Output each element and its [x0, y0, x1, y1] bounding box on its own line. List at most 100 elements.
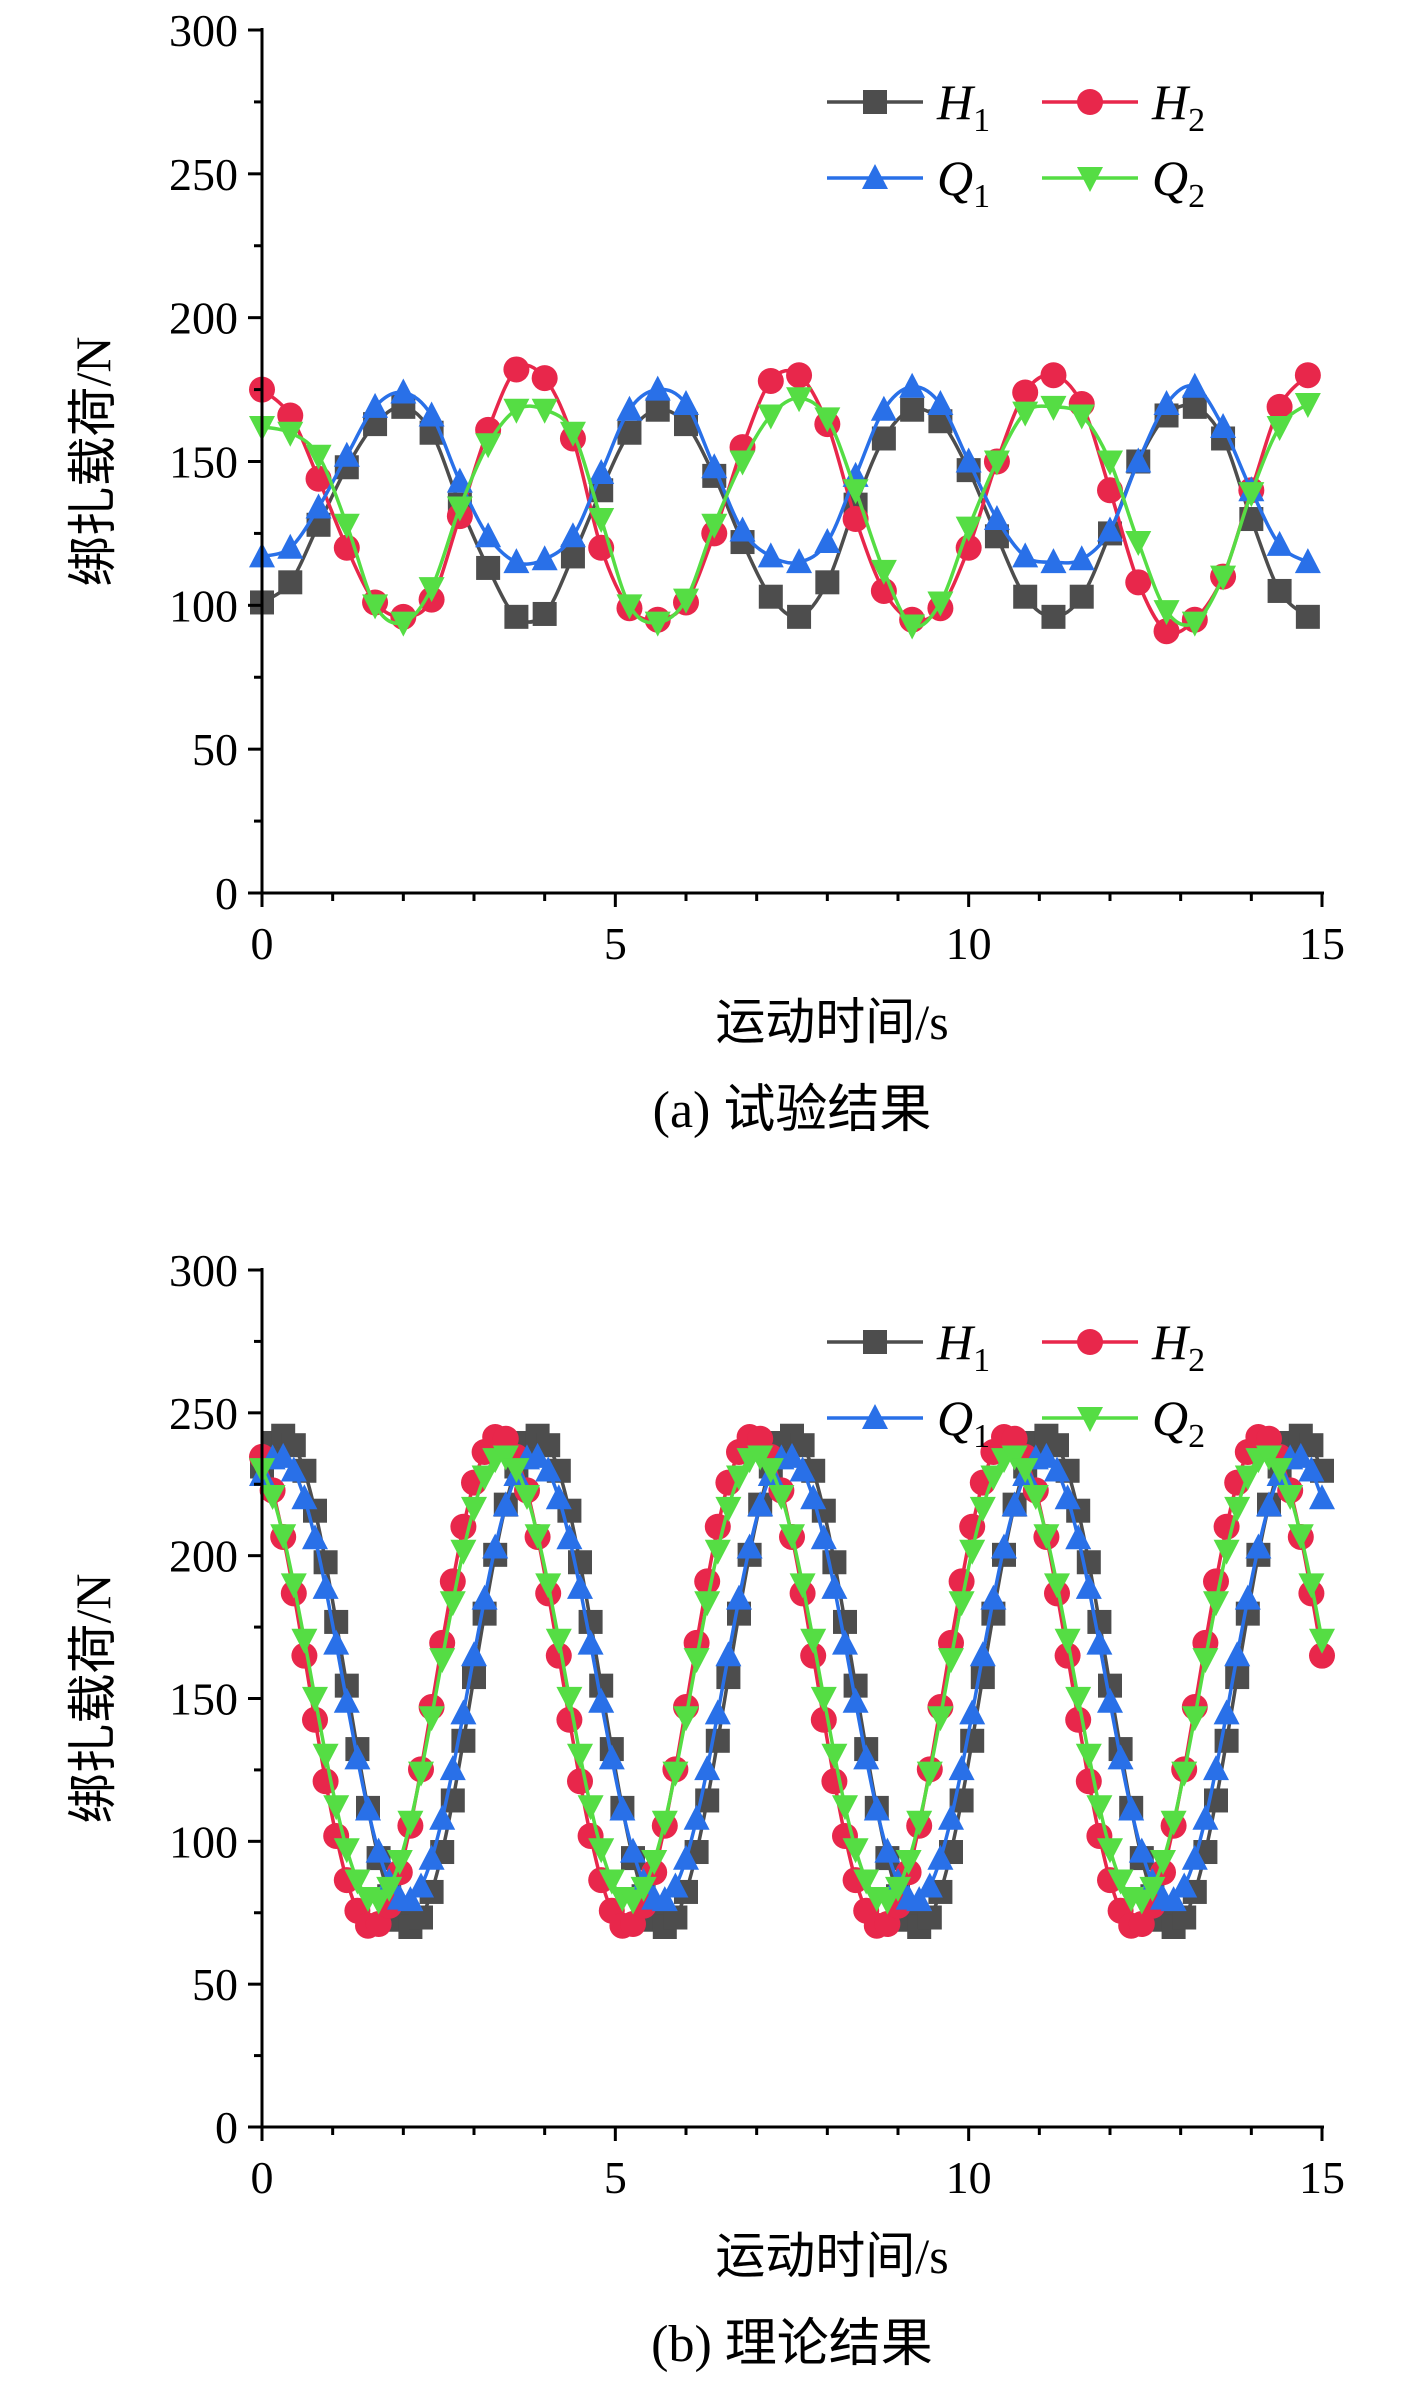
- data-point-q1: [955, 447, 982, 473]
- data-point-q2: [450, 1539, 477, 1565]
- legend-label: H1: [936, 74, 990, 139]
- data-point-q2: [842, 1838, 869, 1864]
- data-point-q1: [1287, 1442, 1314, 1468]
- data-point-q1: [598, 1744, 625, 1770]
- x-axis-title: 运动时间/s: [715, 994, 948, 1050]
- y-tick-label: 200: [169, 1531, 238, 1582]
- data-point-q1: [567, 1573, 593, 1599]
- data-point-h2: [1125, 569, 1152, 596]
- data-point-q1: [906, 1886, 933, 1912]
- data-point-q2: [616, 594, 643, 620]
- data-point-q1: [1086, 1629, 1113, 1655]
- data-point-q2: [1256, 1445, 1282, 1471]
- data-point-h1: [532, 601, 557, 626]
- data-point-q1: [948, 1755, 975, 1781]
- data-point-q2: [870, 559, 897, 585]
- data-point-q1: [1192, 1804, 1219, 1830]
- data-point-q2: [821, 1743, 848, 1769]
- data-point-q2: [644, 611, 671, 637]
- series-line-h2: [260, 363, 1310, 636]
- data-point-q2: [1224, 1496, 1251, 1522]
- data-point-h2: [312, 1768, 339, 1795]
- data-point-q1: [355, 1795, 381, 1821]
- data-point-q1: [814, 528, 841, 554]
- data-point-q2: [588, 1838, 615, 1864]
- data-point-q2: [694, 1591, 721, 1617]
- data-point-q1: [482, 1533, 509, 1559]
- data-point-q2: [959, 1539, 986, 1565]
- data-point-q2: [1160, 1810, 1187, 1836]
- data-point-q1: [471, 1584, 498, 1610]
- data-point-q2: [651, 1810, 678, 1836]
- data-point-q1: [1213, 1699, 1240, 1725]
- data-point-h1: [504, 604, 529, 629]
- data-point-q2: [1022, 1484, 1049, 1510]
- y-tick-label: 300: [169, 5, 238, 56]
- data-point-q2: [899, 614, 926, 640]
- data-point-q1: [1234, 1584, 1261, 1610]
- data-point-q1: [333, 1687, 360, 1713]
- data-point-q1: [305, 493, 332, 519]
- y-tick-label: 100: [169, 580, 238, 631]
- y-tick-label: 0: [215, 2102, 238, 2153]
- legend-label: Q2: [1152, 150, 1205, 215]
- data-point-q2: [439, 1591, 466, 1617]
- data-point-q1: [1203, 1755, 1229, 1781]
- data-point-q1: [408, 1872, 434, 1898]
- data-point-q2: [948, 1591, 975, 1617]
- data-point-q1: [810, 1524, 837, 1550]
- data-point-q1: [291, 1484, 318, 1510]
- data-point-q1: [280, 1456, 307, 1482]
- data-point-h2: [567, 1768, 593, 1795]
- data-point-q1: [492, 1491, 519, 1517]
- data-point-q2: [598, 1869, 625, 1895]
- data-point-q1: [694, 1755, 721, 1781]
- data-point-h2: [1266, 393, 1293, 420]
- data-point-q2: [545, 1628, 572, 1654]
- data-point-q1: [853, 1744, 880, 1770]
- data-point-q2: [312, 1743, 339, 1769]
- legend-marker: [862, 1404, 888, 1429]
- data-point-q1: [1309, 1484, 1335, 1510]
- legend-item-q1: Q1: [827, 1390, 990, 1455]
- legend-item-h2: H2: [1042, 74, 1205, 139]
- data-point-q2: [323, 1795, 350, 1821]
- data-point-q1: [616, 395, 643, 421]
- data-point-q2: [927, 591, 954, 617]
- data-point-q2: [1181, 1706, 1208, 1732]
- data-point-q1: [757, 542, 784, 568]
- chart-theoretical: 0 50 100 150 200 250 300 0 5 10 15 运动时间/s 绑扎载荷/N (b) …: [65, 1245, 1345, 2373]
- data-point-h2: [1294, 362, 1321, 389]
- figure-caption: (a) 试验结果: [653, 1082, 932, 1139]
- y-tick-label: 250: [169, 149, 238, 200]
- data-point-q2: [726, 1465, 752, 1491]
- data-point-q1: [899, 372, 926, 398]
- legend-marker: [1077, 1329, 1103, 1355]
- data-point-q2: [1277, 1484, 1304, 1510]
- data-point-q1: [1153, 389, 1180, 415]
- data-point-q2: [789, 1573, 816, 1599]
- data-point-q1: [863, 1795, 890, 1821]
- data-point-h1: [476, 555, 501, 580]
- data-point-q2: [704, 1539, 731, 1565]
- data-point-q2: [280, 1573, 307, 1599]
- data-point-q1: [365, 1837, 392, 1863]
- data-point-q2: [1192, 1648, 1219, 1674]
- data-point-q2: [620, 1889, 646, 1915]
- data-point-q2: [397, 1810, 424, 1836]
- y-tick-label: 0: [215, 868, 238, 919]
- data-point-q1: [323, 1629, 350, 1655]
- y-axis-title: 绑扎载荷/N: [65, 1574, 121, 1824]
- data-point-q2: [1097, 1838, 1123, 1864]
- y-tick-label: 150: [169, 437, 238, 488]
- data-point-q2: [916, 1761, 943, 1787]
- data-point-q1: [556, 1524, 583, 1550]
- data-point-q2: [362, 594, 389, 620]
- data-point-q1: [916, 1872, 943, 1898]
- data-point-q2: [446, 496, 473, 522]
- data-point-h2: [757, 367, 784, 394]
- x-tick-label: 0: [251, 918, 274, 969]
- data-point-q1: [704, 1699, 731, 1725]
- data-point-q1: [779, 1442, 805, 1468]
- data-point-q2: [1309, 1628, 1335, 1654]
